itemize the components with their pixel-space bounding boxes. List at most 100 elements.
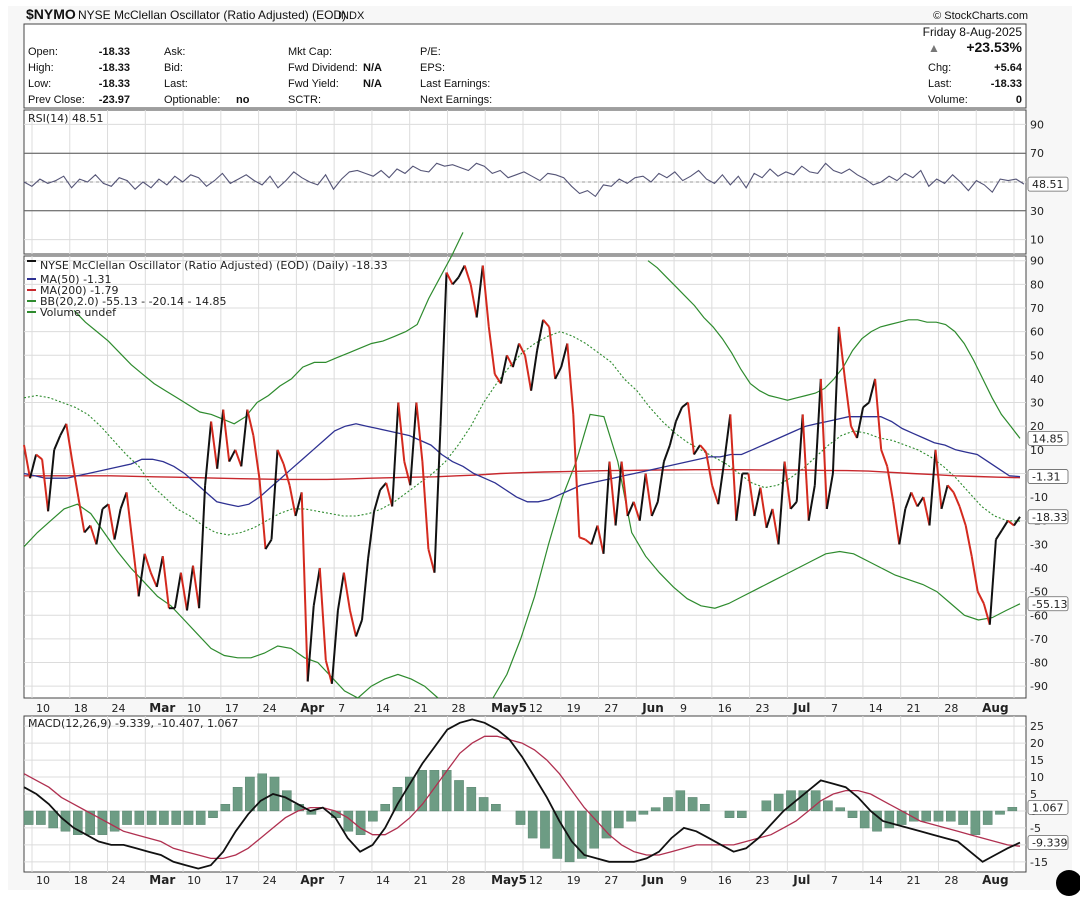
legend-entry: BB(20,2.0) -55.13 - -20.14 - 14.85 — [40, 295, 227, 308]
price-segment — [493, 373, 502, 385]
quote-label: Ask: — [164, 46, 185, 58]
macd-histogram-bar — [355, 810, 366, 835]
price-segment — [234, 449, 243, 467]
rsi-last-value-box — [1027, 176, 1069, 192]
macd-histogram-bar — [995, 810, 1005, 815]
price-segment — [928, 449, 937, 526]
macd-line — [23, 718, 1021, 870]
indicator-name: NYSE McClellan Oscillator (Ratio Adjuste… — [78, 8, 346, 22]
price-segment — [324, 659, 333, 685]
price-segment — [970, 556, 979, 592]
x-tick-label: 19 — [567, 702, 581, 715]
x-tick-label: Mar — [149, 873, 175, 887]
price-segment — [572, 414, 581, 538]
price-segment — [952, 492, 961, 507]
x-tick-label: Jul — [792, 873, 810, 887]
price-segment — [433, 426, 442, 573]
price-segment — [270, 449, 279, 540]
price-segment — [198, 485, 207, 609]
macd-right-label: -9.339 — [1032, 837, 1067, 850]
price-segment — [662, 444, 671, 462]
y-tick-label: 10 — [1030, 771, 1044, 784]
macd-signal-line — [23, 735, 1021, 860]
x-tick-label: 27 — [604, 874, 618, 887]
price-segment — [41, 459, 50, 512]
price-segment — [530, 350, 539, 391]
price-segment — [397, 402, 406, 462]
x-tick-label: 28 — [944, 702, 958, 715]
quote-value: -18.33 — [991, 78, 1022, 90]
legend-swatch — [27, 311, 36, 313]
price-right-label: -1.31 — [1032, 471, 1060, 484]
x-tick-label: 16 — [718, 702, 732, 715]
macd-label: MACD(12,26,9) -9.339, -10.407, 1.067 — [28, 717, 238, 730]
macd-histogram-bar — [601, 810, 612, 839]
price-segment — [487, 326, 496, 375]
x-tick-label: 21 — [414, 702, 428, 715]
price-segment — [681, 401, 689, 409]
price-segment — [258, 478, 267, 550]
bb-lower-line-2 — [492, 413, 1021, 699]
price-segment — [445, 272, 454, 285]
price-segment — [228, 449, 237, 463]
price-segment — [674, 406, 683, 422]
price-right-label: 14.85 — [1032, 432, 1064, 445]
price-segment — [481, 265, 490, 327]
x-tick-label: 7 — [831, 702, 838, 715]
macd-right-label: 1.067 — [1032, 801, 1064, 814]
macd-histogram-bar — [220, 804, 231, 812]
x-tick-label: 9 — [680, 702, 687, 715]
price-segment — [95, 508, 104, 545]
macd-histogram-bar — [429, 770, 440, 812]
price-segment — [330, 610, 339, 684]
price-segment — [23, 444, 31, 479]
up-arrow-icon: ▲ — [928, 41, 940, 55]
price-segment — [216, 409, 225, 469]
brand-logo: © StockCharts.com — [933, 10, 1028, 22]
quote-label: Volume: — [928, 94, 968, 106]
price-segment — [457, 265, 466, 278]
price-segment — [843, 378, 852, 427]
x-tick-label: 21 — [907, 702, 921, 715]
x-tick-label: 12 — [529, 874, 543, 887]
macd-histogram-bar — [724, 810, 735, 819]
price-segment — [916, 496, 925, 508]
x-tick-label: 9 — [680, 874, 687, 887]
price-segment — [650, 501, 659, 517]
price-segment — [711, 484, 720, 505]
price-segment — [837, 326, 846, 380]
price-segment — [318, 567, 327, 661]
macd-histogram-bar — [982, 810, 993, 825]
price-segment — [246, 409, 255, 436]
price-segment — [294, 492, 303, 517]
quote-label: Fwd Dividend: — [288, 62, 358, 74]
price-segment — [940, 485, 949, 510]
y-tick-label: 40 — [1030, 373, 1044, 386]
exchange-label: INDX — [338, 10, 365, 22]
x-tick-label: Jun — [641, 701, 664, 715]
x-tick-label: May5 — [491, 873, 527, 887]
price-segment — [626, 501, 635, 517]
price-segment — [729, 414, 738, 521]
macd-histogram-bar — [909, 810, 919, 822]
macd-histogram-bar — [23, 810, 34, 825]
macd-histogram-bar — [847, 810, 858, 819]
quote-value: N/A — [363, 78, 382, 90]
price-segment — [113, 508, 122, 540]
quote-label: Last: — [164, 78, 188, 90]
price-segment — [186, 565, 194, 611]
macd-histogram-bar — [650, 807, 661, 812]
x-tick-label: 14 — [376, 874, 390, 887]
y-tick-label: 30 — [1030, 205, 1044, 218]
macd-histogram-bar — [700, 804, 710, 812]
price-segment — [554, 366, 563, 380]
macd-histogram-bar — [48, 810, 58, 829]
price-segment — [137, 553, 146, 597]
x-tick-label: 17 — [225, 874, 239, 887]
macd-histogram-bar — [405, 776, 415, 812]
price-segment — [1013, 516, 1021, 527]
y-tick-label: -30 — [1030, 538, 1048, 551]
y-tick-label: 20 — [1030, 420, 1044, 433]
x-tick-label: 24 — [112, 702, 126, 715]
macd-histogram-bar — [946, 810, 956, 822]
